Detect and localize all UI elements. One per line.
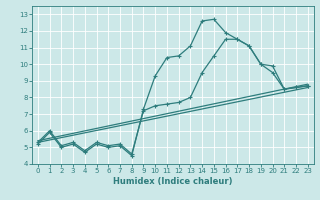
X-axis label: Humidex (Indice chaleur): Humidex (Indice chaleur) xyxy=(113,177,233,186)
